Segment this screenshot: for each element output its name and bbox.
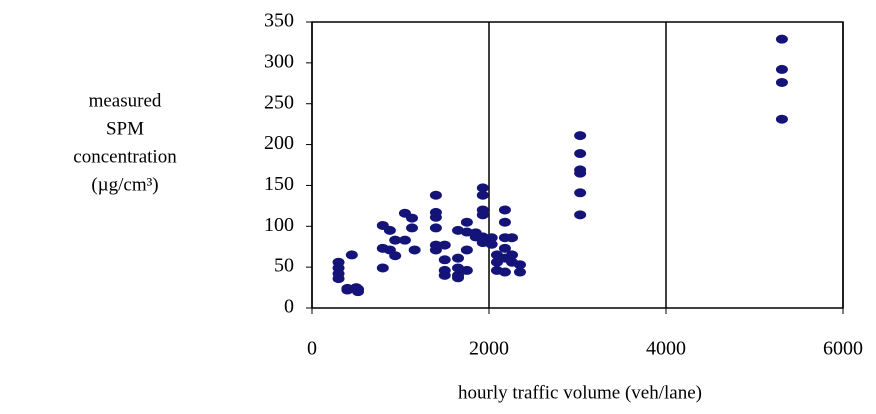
point bbox=[775, 34, 788, 44]
y-axis-label: measured bbox=[89, 90, 162, 111]
point bbox=[574, 131, 587, 141]
point bbox=[438, 255, 451, 265]
point bbox=[376, 263, 389, 273]
point bbox=[398, 235, 411, 245]
point bbox=[506, 250, 519, 260]
point bbox=[460, 265, 473, 275]
y-tick-label: 300 bbox=[264, 50, 294, 72]
point bbox=[389, 235, 402, 245]
point bbox=[438, 270, 451, 280]
y-tick-label: 100 bbox=[264, 214, 294, 236]
point bbox=[429, 212, 442, 222]
point bbox=[389, 251, 402, 261]
point bbox=[429, 223, 442, 233]
point bbox=[498, 267, 511, 277]
y-tick-label: 150 bbox=[264, 173, 294, 195]
point bbox=[485, 239, 498, 249]
point bbox=[460, 217, 473, 227]
y-tick-label: 250 bbox=[264, 91, 294, 113]
x-tick-label: 4000 bbox=[646, 338, 686, 360]
y-tick-label: 200 bbox=[264, 132, 294, 154]
plot-frame bbox=[311, 21, 844, 309]
y-tick-label: 50 bbox=[274, 255, 294, 277]
point bbox=[452, 253, 465, 263]
y-tick-label: 350 bbox=[264, 10, 294, 32]
point bbox=[513, 267, 526, 277]
point bbox=[383, 225, 396, 235]
point bbox=[574, 149, 587, 159]
point bbox=[429, 190, 442, 200]
point bbox=[775, 114, 788, 124]
point bbox=[485, 233, 498, 243]
point bbox=[506, 233, 519, 243]
point bbox=[476, 183, 489, 193]
x-tick-label: 2000 bbox=[469, 338, 509, 360]
point bbox=[438, 240, 451, 250]
point bbox=[775, 77, 788, 87]
point bbox=[460, 227, 473, 237]
y-axis-label: (µg/cm³) bbox=[91, 174, 158, 195]
point bbox=[574, 188, 587, 198]
y-axis-label: SPM bbox=[106, 118, 144, 139]
point bbox=[406, 213, 419, 223]
point bbox=[429, 245, 442, 255]
point bbox=[345, 250, 358, 260]
x-tick-label: 0 bbox=[307, 338, 317, 360]
point bbox=[574, 210, 587, 220]
point bbox=[460, 245, 473, 255]
point bbox=[350, 283, 363, 293]
point bbox=[498, 243, 511, 253]
y-tick-label: 0 bbox=[284, 296, 294, 318]
point bbox=[574, 168, 587, 178]
point bbox=[775, 64, 788, 74]
point bbox=[408, 245, 421, 255]
point bbox=[498, 217, 511, 227]
point bbox=[332, 274, 345, 284]
x-axis-label: hourly traffic volume (veh/lane) bbox=[458, 382, 702, 403]
point bbox=[476, 210, 489, 220]
point bbox=[498, 205, 511, 215]
point bbox=[476, 190, 489, 200]
point bbox=[513, 260, 526, 270]
point bbox=[406, 223, 419, 233]
y-axis-label: concentration bbox=[73, 146, 177, 167]
point bbox=[452, 273, 465, 283]
x-tick-label: 6000 bbox=[823, 338, 863, 360]
